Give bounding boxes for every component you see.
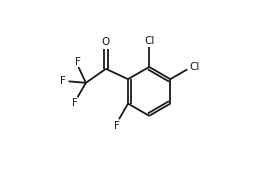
Text: Cl: Cl [144,36,155,46]
Text: O: O [102,37,110,47]
Text: F: F [114,121,119,131]
Text: F: F [75,57,81,67]
Text: Cl: Cl [189,62,199,72]
Text: F: F [60,76,66,86]
Text: F: F [72,98,78,108]
